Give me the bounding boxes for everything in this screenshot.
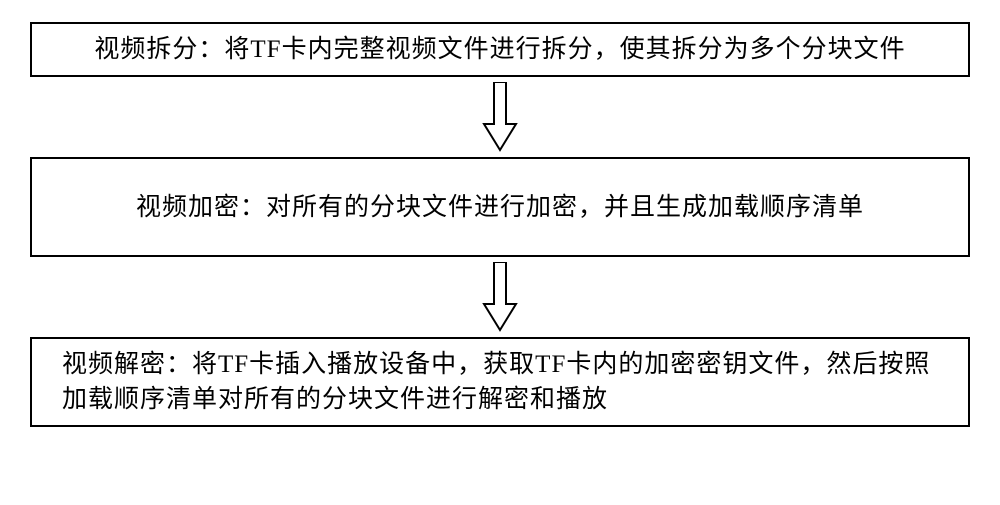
- step-3-text: 视频解密：将TF卡插入播放设备中，获取TF卡内的加密密钥文件，然后按照加载顺序清…: [62, 347, 938, 417]
- step-1-text: 视频拆分：将TF卡内完整视频文件进行拆分，使其拆分为多个分块文件: [94, 32, 905, 67]
- down-arrow-icon: [480, 82, 520, 152]
- arrow-1-container: [480, 77, 520, 157]
- flowchart-step-1: 视频拆分：将TF卡内完整视频文件进行拆分，使其拆分为多个分块文件: [30, 22, 970, 77]
- flowchart-step-2: 视频加密：对所有的分块文件进行加密，并且生成加载顺序清单: [30, 157, 970, 257]
- arrow-2-container: [480, 257, 520, 337]
- flowchart-step-3: 视频解密：将TF卡插入播放设备中，获取TF卡内的加密密钥文件，然后按照加载顺序清…: [30, 337, 970, 427]
- step-2-text: 视频加密：对所有的分块文件进行加密，并且生成加载顺序清单: [136, 190, 864, 225]
- down-arrow-icon: [480, 262, 520, 332]
